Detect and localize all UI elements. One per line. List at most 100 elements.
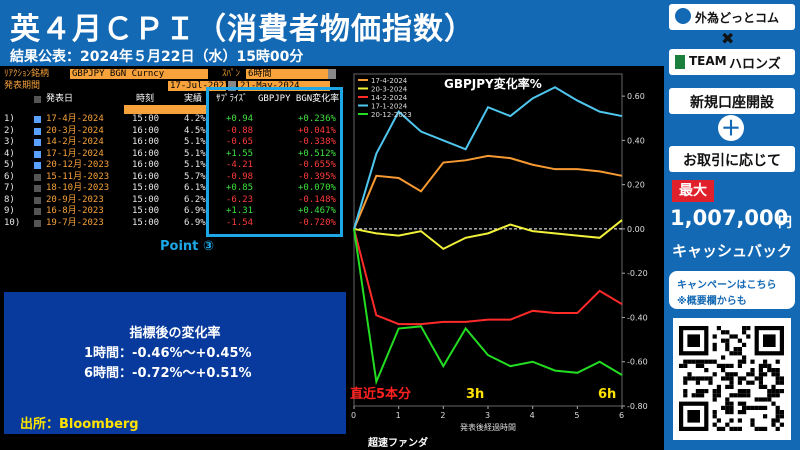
cell-idx: 9) (4, 206, 15, 216)
qr-module (708, 376, 713, 381)
table-header: 発表日 時刻 実績 ｻﾌﾟﾗｲｽﾞ GBPJPY BGN変化率 (0, 93, 346, 105)
max-badge: 最大 (672, 180, 714, 202)
row-checkbox[interactable] (34, 127, 41, 135)
cell-idx: 6) (4, 171, 15, 182)
cell-surprise: -4.21 (226, 160, 254, 170)
period-from-field[interactable]: 17-Jul-2023 (168, 81, 230, 91)
qr-module (725, 397, 730, 402)
annotation-3h: 3h (466, 387, 484, 402)
open-account-button[interactable]: 新規口座開設 (669, 88, 795, 114)
qr-module (725, 401, 730, 406)
qr-module (746, 372, 751, 377)
qr-module (683, 376, 688, 381)
brand1-box[interactable]: 外為どっとコム (669, 4, 795, 30)
qr-module (758, 376, 763, 381)
qr-module (758, 405, 763, 410)
cell-surprise: +0.85 (226, 183, 254, 193)
col-date-header[interactable]: 発表日 (46, 94, 74, 104)
span-dropdown-icon[interactable] (328, 69, 336, 79)
campaign-bubble[interactable]: キャンペーンはこちら ※概要欄からも (669, 271, 795, 309)
qr-module (737, 347, 742, 352)
cell-actual: 4.2% (184, 114, 206, 124)
brand2-box[interactable]: TEAM ハロンズ (669, 49, 795, 75)
row-checkbox[interactable] (34, 196, 41, 204)
qr-module (775, 405, 780, 410)
series-line-17-4-2024 (353, 154, 623, 230)
row-checkbox[interactable] (34, 139, 41, 146)
cell-actual: 6.2% (184, 194, 206, 205)
cell-surprise: -0.98 (226, 171, 254, 182)
cell-date: 20-12月-2023 (46, 160, 110, 170)
qr-module (742, 359, 747, 364)
qr-module (687, 376, 692, 381)
qr-module (737, 393, 742, 398)
qr-module (725, 376, 730, 381)
qr-module (725, 338, 730, 343)
qr-module (758, 368, 763, 373)
brand2-team: TEAM (689, 54, 727, 68)
security-field[interactable]: GBPJPY BGN Curncy (70, 69, 208, 79)
cell-surprise: -0.65 (226, 137, 254, 147)
cell-date: 15-11月-2023 (46, 171, 110, 182)
qr-module (763, 405, 768, 410)
qr-module (725, 363, 730, 368)
row-checkbox[interactable] (34, 162, 41, 169)
row-checkbox[interactable] (34, 219, 41, 227)
summary-6h: 6時間：-0.72%～+0.51% (84, 366, 252, 381)
x-tick-label: 0 (351, 411, 356, 420)
cell-idx: 4) (4, 148, 15, 159)
qr-module (775, 414, 780, 419)
qr-module (725, 342, 730, 347)
qr-module (771, 389, 776, 394)
qr-module (683, 380, 688, 385)
qr-module (775, 359, 780, 364)
qr-module (746, 405, 751, 410)
open-account-label: 新規口座開設 (690, 95, 774, 111)
calendar-icon[interactable] (228, 81, 236, 91)
qr-finder-core (687, 334, 700, 347)
cell-date: 20-9月-2023 (46, 194, 104, 205)
col-time-header[interactable]: 時刻 (136, 94, 155, 104)
qr-module (716, 363, 721, 368)
row-checkbox[interactable] (34, 150, 41, 158)
qr-module (742, 342, 747, 347)
cell-date: 20-3月-2024 (46, 125, 104, 136)
cell-idx: 10) (4, 217, 21, 228)
span-field[interactable]: 6時間 (246, 69, 328, 79)
qr-module (767, 397, 772, 402)
series-line-20-3-2024 (353, 219, 623, 251)
cell-change: -0.395% (298, 171, 336, 182)
qr-module (754, 426, 759, 431)
select-all-checkbox[interactable] (34, 96, 41, 103)
qr-module (729, 376, 734, 381)
qr-module (691, 376, 696, 381)
qr-module (763, 397, 768, 402)
qr-module (775, 393, 780, 398)
qr-code[interactable] (673, 318, 791, 440)
qr-module (737, 401, 742, 406)
cell-time: 15:00 (132, 183, 160, 193)
source-note: 出所：Bloomberg (20, 417, 139, 432)
col-change-header[interactable]: GBPJPY BGN変化率 (258, 94, 340, 104)
row-checkbox[interactable] (34, 116, 41, 123)
summary-1h: 1時間：-0.46%～+0.45% (84, 346, 252, 361)
row-checkbox[interactable] (34, 173, 41, 181)
qr-module (737, 418, 742, 423)
col-actual-header[interactable]: 実績 (184, 94, 203, 104)
cell-idx: 2) (4, 125, 15, 136)
qr-module (691, 393, 696, 398)
qr-module (721, 355, 726, 360)
team-logo-icon (675, 55, 685, 69)
col-surprise-header[interactable]: ｻﾌﾟﾗｲｽﾞ (216, 94, 248, 104)
qr-module (721, 368, 726, 373)
qr-module (737, 426, 742, 431)
cell-surprise: +0.94 (226, 114, 254, 124)
period-to-field[interactable]: 21-May-2024 (238, 81, 330, 91)
row-checkbox[interactable] (34, 208, 41, 215)
row-checkbox[interactable] (34, 185, 41, 192)
cell-surprise: -0.88 (226, 125, 254, 136)
qr-module (729, 405, 734, 410)
qr-module (775, 380, 780, 385)
qr-module (737, 389, 742, 394)
qr-module (737, 338, 742, 343)
